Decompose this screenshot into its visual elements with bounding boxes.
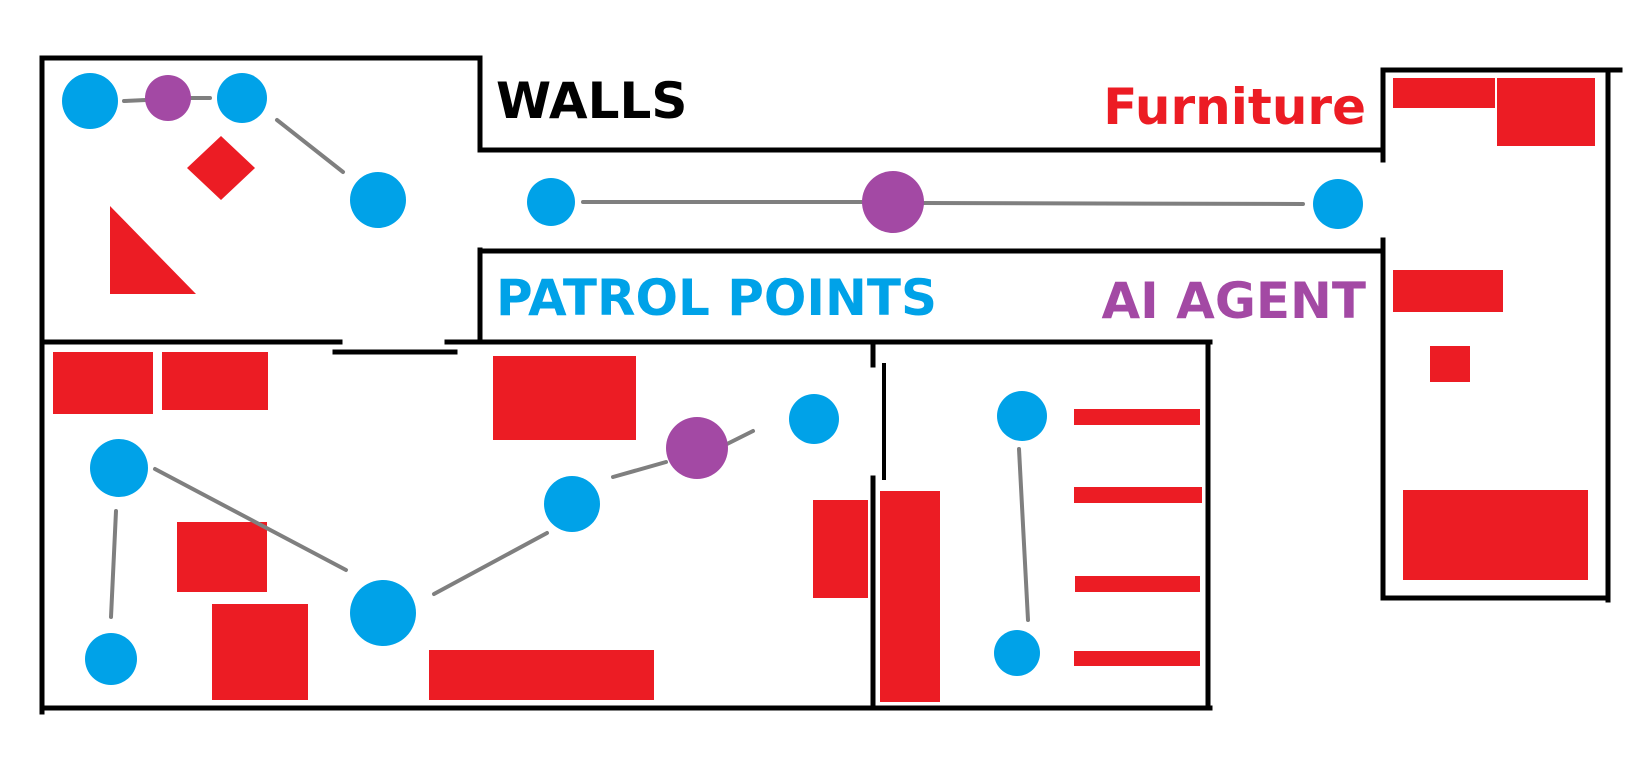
legend-ai-agent-label: AI AGENT: [1101, 272, 1366, 330]
patrol-point: [217, 73, 267, 123]
furniture: [1393, 270, 1503, 312]
furniture-layer: [53, 78, 1595, 702]
patrol-point: [997, 391, 1047, 441]
furniture: [1074, 409, 1200, 425]
legend-walls-label: WALLS: [496, 72, 687, 130]
patrol-path: [122, 98, 148, 103]
furniture: [813, 500, 868, 598]
furniture: [880, 491, 940, 702]
patrol-point: [544, 476, 600, 532]
furniture: [162, 352, 268, 410]
patrol-point: [350, 172, 406, 228]
patrol-path: [921, 201, 1305, 206]
patrol-point: [527, 178, 575, 226]
furniture: [429, 650, 654, 700]
patrol-path: [153, 467, 348, 572]
patrol-paths-layer: [109, 96, 1305, 622]
patrol-path: [725, 429, 755, 446]
patrol-path: [109, 509, 118, 619]
ai-agent: [862, 171, 924, 233]
patrol-points-layer: [62, 73, 1363, 685]
furniture: [1074, 487, 1202, 503]
ai-agent: [666, 417, 728, 479]
patrol-point: [90, 439, 148, 497]
patrol-path: [432, 531, 549, 596]
furniture: [177, 522, 267, 592]
patrol-point: [789, 394, 839, 444]
ai-agents-layer: [145, 75, 924, 479]
patrol-point: [1313, 179, 1363, 229]
legend-patrol-points-label: PATROL POINTS: [496, 269, 937, 327]
patrol-point: [85, 633, 137, 685]
furniture: [110, 206, 196, 294]
patrol-point: [994, 630, 1040, 676]
furniture: [493, 356, 636, 440]
furniture: [1075, 576, 1200, 592]
furniture: [212, 604, 308, 700]
walls-layer: [39, 55, 1623, 715]
patrol-path: [611, 460, 668, 479]
patrol-path: [275, 118, 345, 174]
patrol-point: [62, 73, 118, 129]
ai-agent: [145, 75, 191, 121]
furniture: [1430, 346, 1470, 382]
furniture: [1497, 78, 1595, 146]
furniture: [1074, 651, 1200, 666]
furniture: [1393, 78, 1495, 108]
furniture: [53, 352, 153, 414]
patrol-path: [1017, 447, 1030, 622]
patrol-point: [350, 580, 416, 646]
legend-furniture-label: Furniture: [1103, 78, 1366, 136]
furniture: [1403, 490, 1588, 580]
furniture: [187, 136, 255, 200]
